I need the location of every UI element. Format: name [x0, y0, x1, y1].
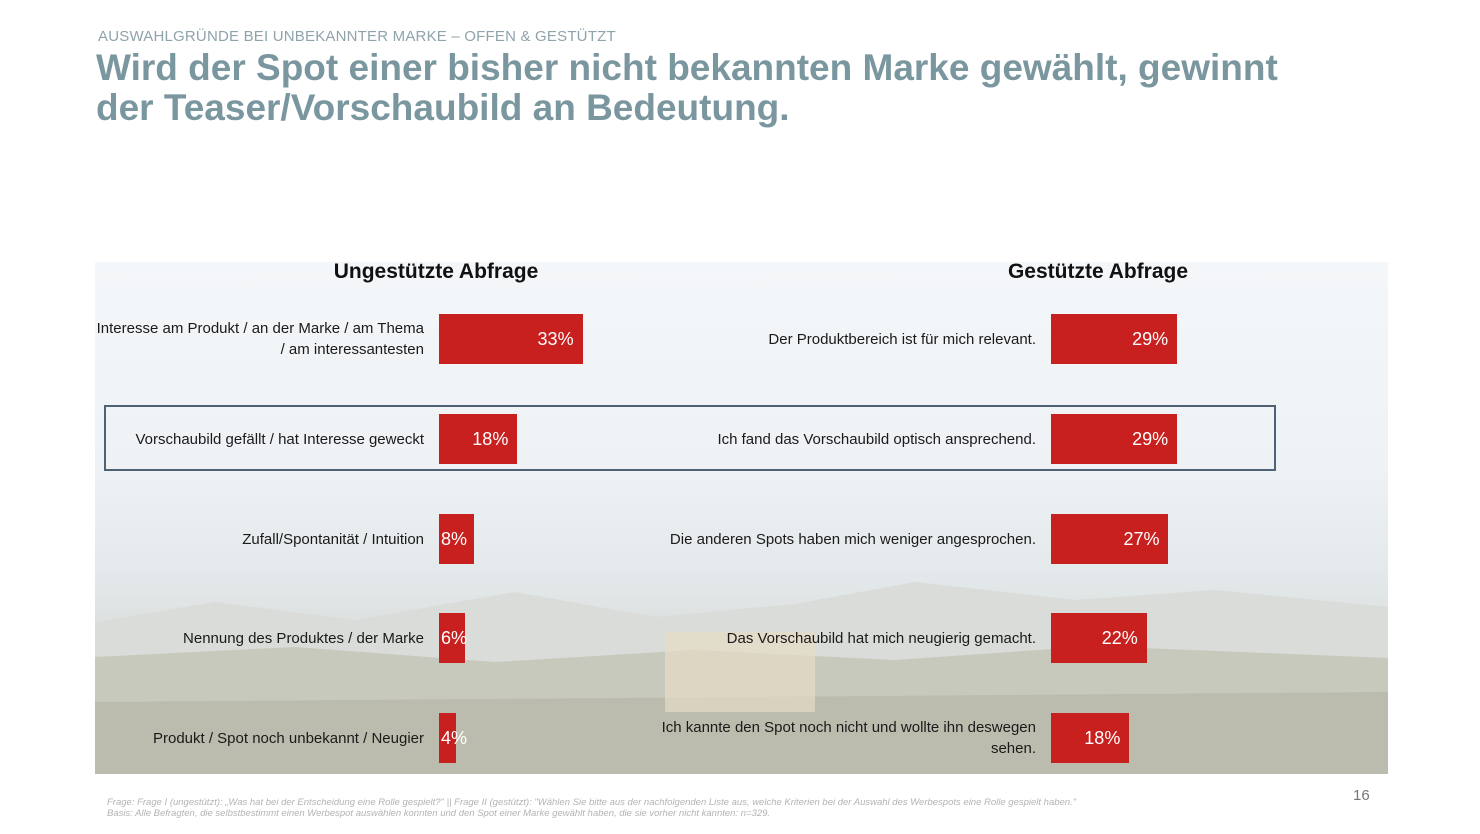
data-label: 18%: [1084, 728, 1121, 748]
bar: [1051, 314, 1178, 364]
footnote-basis: Basis: Alle Befragten, die selbstbestimm…: [107, 808, 771, 819]
bar: [439, 613, 466, 663]
category-label: Der Produktbereich ist für mich relevant…: [768, 330, 1036, 348]
category-label: Ich fand das Vorschaubild optisch anspre…: [717, 430, 1036, 448]
data-label: 6%: [441, 628, 468, 648]
left-chart-title: Ungestützte Abfrage: [333, 260, 539, 283]
category-label: Produkt / Spot noch unbekannt / Neugier: [152, 729, 424, 747]
bar: [1051, 414, 1178, 464]
right-chart-title: Gestützte Abfrage: [1007, 260, 1189, 283]
page-number: 16: [1353, 787, 1370, 804]
data-label: 22%: [1101, 628, 1138, 648]
bar: [1051, 613, 1147, 663]
category-label: Vorschaubild gefällt / hat Interesse gew…: [135, 430, 424, 448]
footnote: Frage: Frage I (ungestützt): „Was hat be…: [107, 797, 1307, 819]
data-label: 29%: [1132, 429, 1169, 449]
slide-kicker: AUSWAHLGRÜNDE BEI UNBEKANNTER MARKE – OF…: [98, 28, 616, 45]
data-label: 8%: [441, 529, 468, 549]
bar: [1051, 713, 1130, 763]
data-label: 18%: [472, 429, 509, 449]
category-label: Die anderen Spots haben mich weniger ang…: [669, 530, 1036, 548]
footnote-question: Frage: Frage I (ungestützt): „Was hat be…: [107, 797, 1077, 808]
category-label: Ich kannte den Spot noch nicht und wollt…: [661, 719, 1036, 757]
highlight-box: [104, 405, 1276, 471]
bar: [439, 414, 518, 464]
data-label: 4%: [441, 728, 468, 748]
category-label: Zufall/Spontanität / Intuition: [242, 530, 424, 548]
data-label: 33%: [537, 329, 574, 349]
bar: [1051, 514, 1169, 564]
bar: [439, 713, 457, 763]
category-label: Das Vorschaubild hat mich neugierig gema…: [726, 629, 1036, 647]
category-label: Nennung des Produktes / der Marke: [183, 629, 424, 647]
category-label: Interesse am Produkt / an der Marke / am…: [96, 320, 424, 358]
bar: [439, 514, 474, 564]
data-label: 29%: [1132, 329, 1169, 349]
bar: [439, 314, 583, 364]
slide-title: Wird der Spot einer bisher nicht bekannt…: [96, 47, 1278, 128]
data-label: 27%: [1123, 529, 1160, 549]
